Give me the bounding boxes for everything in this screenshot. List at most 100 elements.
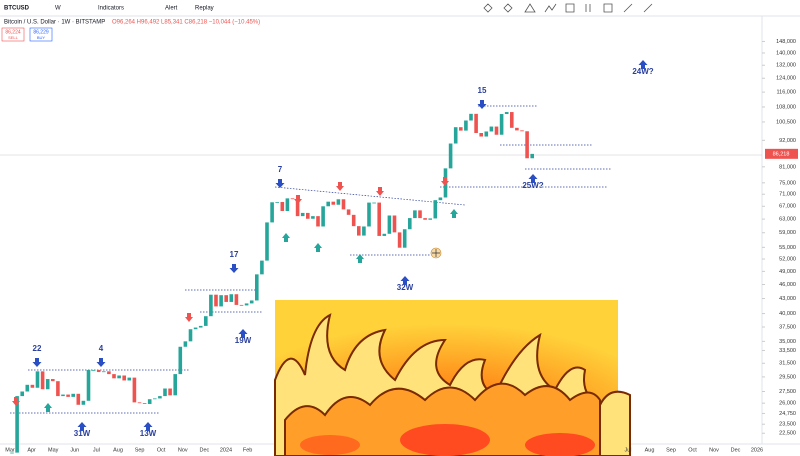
- candle: [448, 143, 453, 169]
- candle: [295, 198, 300, 217]
- candle: [86, 369, 91, 401]
- price-tick-label: 63,000: [779, 217, 796, 223]
- candle: [311, 216, 315, 219]
- symbol[interactable]: BTCUSD: [4, 6, 30, 12]
- candle: [10, 452, 14, 454]
- price-tick-label: 22,500: [779, 431, 796, 437]
- candle: [408, 218, 412, 230]
- annotation-label: 24W?: [632, 67, 653, 76]
- price-tick-label: 35,000: [779, 339, 796, 345]
- price-tick-label: 75,000: [779, 180, 796, 186]
- price-tick-label: 24,750: [779, 411, 796, 417]
- time-label: May: [48, 447, 59, 453]
- candle: [168, 388, 172, 396]
- candle: [336, 199, 341, 205]
- annotation-arrow: [275, 179, 285, 188]
- candle: [244, 303, 249, 306]
- price-tick-label: 46,000: [779, 282, 796, 288]
- annotation-label: 32W: [397, 283, 414, 292]
- candle: [173, 374, 177, 396]
- candle: [459, 127, 463, 131]
- annotations: 22 4 31W 13W 17 19W 7 32W 15 25W? 24W?: [32, 60, 654, 438]
- sell-label: SELL: [8, 35, 19, 40]
- time-label: Oct: [157, 447, 166, 453]
- price-tick-label: 37,500: [779, 324, 796, 330]
- candle: [357, 226, 361, 236]
- annotation-label: 17: [230, 250, 239, 259]
- drawing-tools[interactable]: [483, 3, 653, 13]
- candle: [91, 369, 96, 371]
- interval[interactable]: W: [55, 6, 61, 12]
- candle: [178, 346, 183, 375]
- candle: [107, 371, 111, 375]
- candle: [229, 294, 234, 302]
- price-tick-label: 26,000: [779, 401, 796, 407]
- candle: [474, 113, 478, 133]
- replay-button[interactable]: Replay: [195, 6, 214, 12]
- candle: [255, 274, 259, 301]
- candle: [285, 198, 290, 211]
- candle: [464, 120, 468, 131]
- candle: [428, 218, 432, 220]
- candle: [499, 114, 504, 135]
- candle: [479, 132, 483, 137]
- price-tick-label: 27,500: [779, 389, 796, 395]
- time-label: Aug: [113, 447, 123, 453]
- last-price-tag: [765, 148, 798, 159]
- candle: [153, 398, 157, 400]
- candle: [520, 130, 524, 132]
- sell-box[interactable]: [1, 27, 25, 42]
- buy-box[interactable]: [29, 27, 53, 42]
- time-label: Sep: [666, 447, 676, 453]
- candle: [530, 153, 534, 159]
- candle: [504, 112, 509, 115]
- candle: [249, 300, 254, 304]
- candle: [224, 295, 228, 302]
- price-tick-label: 132,000: [776, 63, 796, 69]
- time-label: Jun: [70, 447, 79, 453]
- price-tick-label: 59,000: [779, 230, 796, 236]
- candle: [214, 294, 218, 307]
- legend-ohlc: O96,264 H96,492 L85,341 C86,218 −10,044 …: [112, 20, 260, 26]
- toolbar: [0, 0, 800, 16]
- candle: [142, 403, 147, 404]
- candle: [45, 379, 50, 390]
- candles: [10, 112, 534, 454]
- indicators-button[interactable]: Indicators: [98, 6, 124, 12]
- annotation-label: 22: [33, 344, 42, 353]
- price-tick-label: 31,500: [779, 361, 796, 367]
- time-label: Jul: [93, 447, 100, 453]
- price-tick-label: 92,000: [779, 138, 796, 144]
- annotation-label: 25W?: [522, 181, 543, 190]
- time-label: Dec: [731, 447, 741, 453]
- candle: [66, 394, 70, 397]
- candle: [275, 201, 279, 203]
- candle: [117, 375, 121, 379]
- candle: [61, 394, 65, 397]
- candle: [76, 393, 81, 405]
- candle: [372, 202, 376, 204]
- time-label: Nov: [178, 447, 188, 453]
- candle: [127, 377, 132, 381]
- alert-button[interactable]: Alert: [165, 6, 178, 12]
- legend-title: Bitcoin / U.S. Dollar · 1W · BITSTAMP: [4, 20, 105, 26]
- candle: [183, 341, 188, 347]
- price-tick-label: 55,000: [779, 245, 796, 251]
- annotation-label: 19W: [235, 336, 252, 345]
- price-tick-label: 81,000: [779, 164, 796, 170]
- time-label: Dec: [200, 447, 210, 453]
- price-tick-label: 71,000: [779, 192, 796, 198]
- candle: [494, 126, 499, 135]
- annotation-arrow: [638, 60, 648, 69]
- price-tick-label: 29,500: [779, 374, 796, 380]
- candle: [234, 294, 239, 305]
- price-tick-label: 67,000: [779, 204, 796, 210]
- candle: [96, 369, 101, 373]
- candle: [387, 215, 392, 234]
- price-tick-label: 148,000: [776, 39, 796, 45]
- candle: [193, 327, 198, 330]
- time-label: Nov: [709, 447, 719, 453]
- annotation-label: 15: [478, 86, 487, 95]
- candle: [362, 226, 366, 236]
